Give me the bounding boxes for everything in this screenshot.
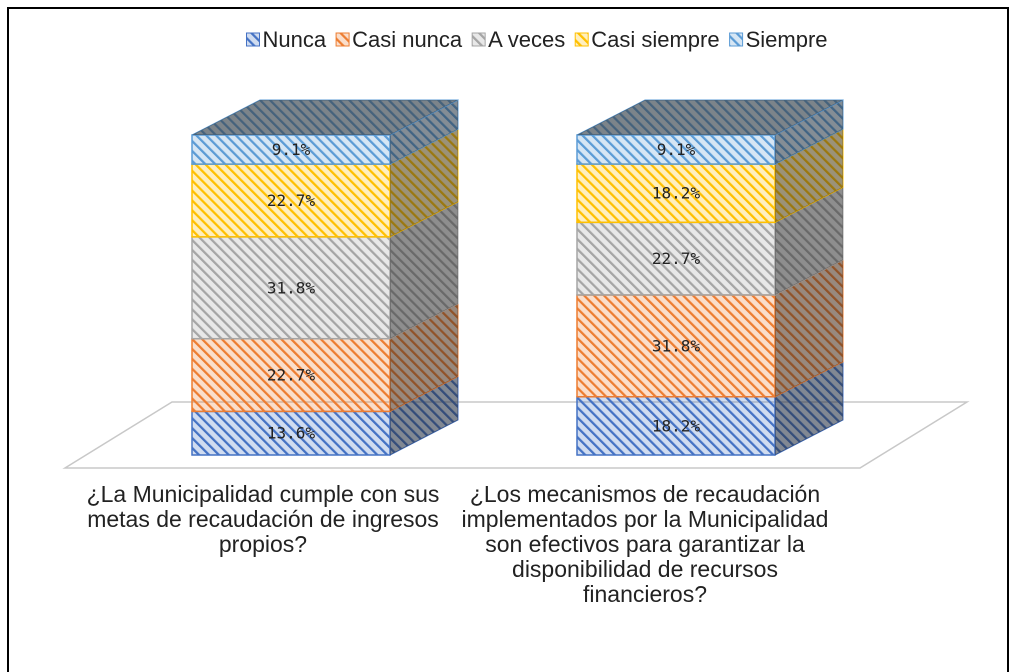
legend: Nunca Casi nunca A veces Casi siempre Siempr… xyxy=(245,27,828,52)
data-label: 13.6% xyxy=(267,424,316,443)
data-label: 22.7% xyxy=(652,249,701,268)
legend-item: Siempre xyxy=(729,27,828,52)
bar-top-shade xyxy=(577,100,843,135)
legend-item: Casi nunca xyxy=(335,27,463,52)
bar-side-shade xyxy=(775,260,843,397)
data-label: 9.1% xyxy=(657,140,696,159)
bars: 13.6% 22.7% 31.8% 22.7% 9.1% 18.2% 31.8% 22.7% 1… xyxy=(191,99,844,456)
legend-label: A veces xyxy=(488,27,565,52)
legend-item: Nunca xyxy=(245,27,327,52)
bar-segment xyxy=(191,134,391,165)
bar-side-shade xyxy=(775,361,843,455)
data-label: 18.2% xyxy=(652,416,701,435)
legend-swatch xyxy=(245,32,260,47)
bar-segment xyxy=(576,221,776,296)
legend-label: Casi siempre xyxy=(591,27,719,52)
legend-label: Siempre xyxy=(746,27,828,52)
x-category-label: ¿La Municipalidad cumple con sus metas d… xyxy=(86,482,440,557)
category-label-box: ¿Los mecanismos de recaudación implement… xyxy=(461,482,829,607)
legend-swatch xyxy=(574,32,589,47)
data-label: 18.2% xyxy=(652,184,701,203)
x-category-label: ¿Los mecanismos de recaudación implement… xyxy=(461,482,829,607)
legend-label: Casi nunca xyxy=(352,27,463,52)
legend-swatch xyxy=(729,32,744,47)
bar-side-shade xyxy=(775,129,843,223)
data-label: 9.1% xyxy=(272,140,311,159)
bar-side-shade xyxy=(390,303,458,412)
data-label: 31.8% xyxy=(652,336,701,355)
bar-segment xyxy=(191,410,391,456)
data-label: 22.7% xyxy=(267,191,316,210)
bar-side-shade xyxy=(775,187,843,295)
bar-segment xyxy=(576,396,776,456)
bar-side-shade xyxy=(390,100,458,165)
data-label: 22.7% xyxy=(267,366,316,385)
bar-top-shade xyxy=(192,100,458,135)
bar-side-shade xyxy=(390,376,458,455)
data-label: 31.8% xyxy=(267,278,316,297)
bar-side-shade xyxy=(775,100,843,165)
floor xyxy=(62,401,970,469)
legend-label: Nunca xyxy=(262,27,326,52)
bar-side-shade xyxy=(390,201,458,339)
bar-side-shade xyxy=(390,129,458,237)
legend-swatch xyxy=(335,32,350,47)
bar-segment xyxy=(191,163,391,238)
bar-segment xyxy=(191,236,391,340)
legend-swatch xyxy=(471,32,486,47)
category-label-box: ¿La Municipalidad cumple con sus metas d… xyxy=(86,482,440,557)
legend-item: A veces xyxy=(471,27,565,52)
legend-item: Casi siempre xyxy=(574,27,720,52)
